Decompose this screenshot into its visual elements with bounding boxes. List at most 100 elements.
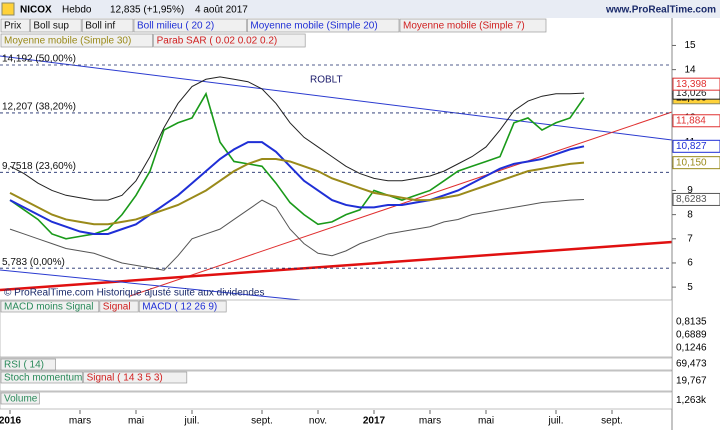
price-tag xyxy=(672,192,720,206)
price-tag xyxy=(672,77,720,91)
panel-reading: 19,767 xyxy=(676,376,707,387)
x-tick-label: nov. xyxy=(309,416,327,427)
panel-reading: 0,6889 xyxy=(676,330,707,341)
x-tick-label: mai xyxy=(478,416,494,427)
button-box xyxy=(153,33,306,48)
panel xyxy=(0,391,673,410)
title-bar xyxy=(0,0,720,18)
site: www.ProRealTime.com xyxy=(605,5,716,16)
legend-label: Boll milieu ( 20 2) xyxy=(137,21,214,32)
panel-label: Volume xyxy=(4,394,38,405)
panel-label: MACD moins Signal xyxy=(4,302,93,313)
annotation: ROBLT xyxy=(310,75,343,86)
x-tick-label: sept. xyxy=(601,416,623,427)
price-tag-label: 13,026 xyxy=(676,88,707,99)
button-box xyxy=(0,300,100,313)
panel-reading: 69,473 xyxy=(676,359,707,370)
x-tick-label: 2016 xyxy=(0,416,22,427)
x-tick-label: 2017 xyxy=(363,416,386,427)
button-box xyxy=(247,18,400,33)
level-label: 5,783 (0,00%) xyxy=(2,257,65,268)
plot-area xyxy=(0,52,672,300)
legend: Prix Boll sup Boll inf Boll milieu ( 20 2) M… xyxy=(0,18,547,48)
legend-button[interactable]: Moyenne mobile (Simple 7) xyxy=(399,18,547,33)
button-box xyxy=(0,18,30,33)
x-tick-label: juil. xyxy=(183,416,199,427)
button-box xyxy=(30,18,82,33)
series-line xyxy=(9,76,585,201)
legend-label: Boll sup xyxy=(33,21,69,32)
legend-button[interactable]: Moyenne mobile (Simple 20) xyxy=(247,18,400,33)
y-tick-label: 6 xyxy=(687,258,693,269)
x-tick-label: mai xyxy=(128,416,144,427)
menu-icon[interactable] xyxy=(1,2,15,16)
level-label: 14,192 (50,00%) xyxy=(2,54,76,65)
panel-label: Signal xyxy=(103,302,131,313)
legend-button[interactable]: Parab SAR ( 0.02 0.02 0.2) xyxy=(153,33,306,48)
panel-reading: 0,1246 xyxy=(676,343,707,354)
legend-label: Moyenne mobile (Simple 20) xyxy=(250,21,377,32)
date: 4 août 2017 xyxy=(195,5,248,16)
footnote: © ProRealTime.com Historique ajusté suit… xyxy=(4,288,264,299)
y-tick-label: 9 xyxy=(687,185,693,196)
y-tick-label: 5 xyxy=(687,282,693,293)
price-tag-label: 8,6283 xyxy=(676,194,707,205)
legend-label: Moyenne mobile (Simple 30) xyxy=(4,36,131,47)
legend-button[interactable]: Boll milieu ( 20 2) xyxy=(133,18,247,33)
legend-label: Prix xyxy=(4,21,21,32)
panel-label: RSI ( 14) xyxy=(4,360,44,371)
button-box xyxy=(83,371,188,384)
y-tick-label: 7 xyxy=(687,233,693,244)
price-tag-label: 10,150 xyxy=(676,157,707,168)
trend-line xyxy=(0,55,673,141)
price-tag-label: 13,398 xyxy=(676,79,707,90)
y-tick-label: 8 xyxy=(687,209,693,220)
quote: 12,835 (+1,95%) xyxy=(110,5,184,16)
y-tick-label: 14 xyxy=(684,64,696,75)
legend-button[interactable]: Boll inf xyxy=(81,18,134,33)
button-box xyxy=(0,358,56,371)
button-box xyxy=(0,371,83,384)
x-tick-label: mars xyxy=(69,416,91,427)
legend-button[interactable]: Prix xyxy=(0,18,30,33)
x-tick-label: juil. xyxy=(547,416,563,427)
panel-reading: 0,8135 xyxy=(676,317,707,328)
legend-button[interactable]: Boll sup xyxy=(30,18,82,33)
button-box xyxy=(138,300,227,313)
legend-label: Moyenne mobile (Simple 7) xyxy=(403,21,525,32)
price-tag xyxy=(672,156,720,170)
price-tag xyxy=(672,139,720,153)
button-box xyxy=(399,18,547,33)
button-box xyxy=(0,392,40,405)
indicator-panels: MACD moins Signal Signal MACD ( 12 26 9) 0,… xyxy=(0,299,707,410)
period: Hebdo xyxy=(62,5,92,16)
panel-label: Signal ( 14 3 5 3) xyxy=(87,373,163,384)
price-tag xyxy=(672,114,720,128)
legend-button[interactable]: Moyenne mobile (Simple 30) xyxy=(0,33,153,48)
button-box xyxy=(0,33,153,48)
series-line xyxy=(9,91,585,240)
panel xyxy=(0,357,673,371)
x-tick-label: sept. xyxy=(251,416,273,427)
trend-line xyxy=(0,269,301,301)
button-box xyxy=(81,18,134,33)
series-line xyxy=(9,158,585,226)
x-tick-label: mars xyxy=(419,416,441,427)
price-tag-label: 11,884 xyxy=(676,115,706,126)
legend-label: Parab SAR ( 0.02 0.02 0.2) xyxy=(157,36,278,47)
price-tag-label: 10,827 xyxy=(676,141,707,152)
y-tick-label: 15 xyxy=(684,40,696,51)
legend-label: Boll inf xyxy=(85,21,115,32)
button-box xyxy=(133,18,247,33)
panel-reading: 1,263k xyxy=(676,395,707,406)
level-label: 9,7518 (23,60%) xyxy=(2,161,76,172)
level-label: 12,207 (38,20%) xyxy=(2,102,76,113)
symbol: NICOX xyxy=(20,5,52,16)
series-line xyxy=(9,198,585,271)
panel-label: MACD ( 12 26 9) xyxy=(142,302,217,313)
trend-line xyxy=(0,240,673,292)
series-line xyxy=(9,141,585,235)
button-box xyxy=(99,300,139,313)
panel-label: Stoch momentum xyxy=(4,373,82,384)
